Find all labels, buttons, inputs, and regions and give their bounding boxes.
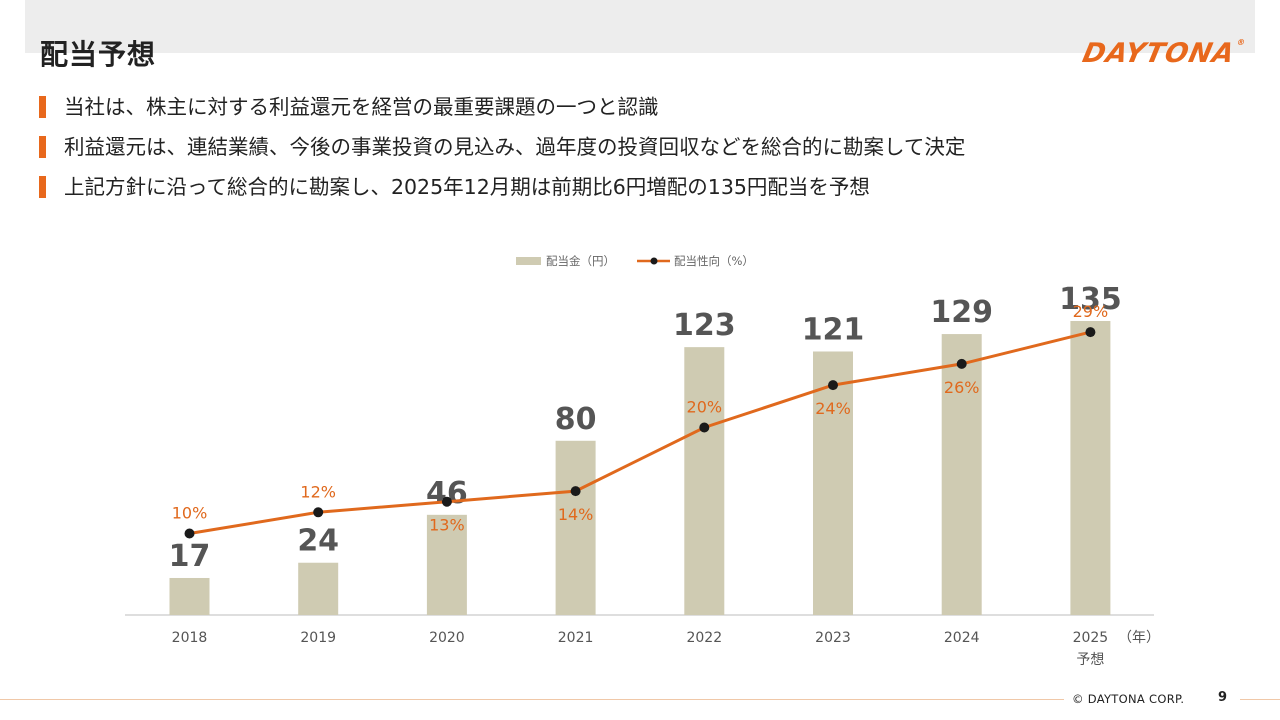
dividend-bar [426,514,467,615]
x-tick-label: 2025 [1073,630,1109,646]
dividend-bar [813,351,853,615]
page-title: 配当予想 [40,38,157,71]
copyright: © DAYTONA CORP. [1072,692,1185,706]
legend-line-marker [650,257,658,265]
x-tick-label: 2019 [300,630,336,646]
footer-divider-right [1240,699,1280,700]
bullet-item: 上記方針に沿って総合的に勘案し、2025年12月期は前期比6円増配の135円配当… [38,172,965,212]
x-tick-label: 2022 [686,630,722,646]
payout-ratio-label: 29% [1073,302,1109,321]
x-tick-label: 2018 [172,630,208,646]
payout-ratio-label: 14% [558,505,594,524]
dividend-value-label: 129 [930,295,993,330]
payout-ratio-label: 26% [944,378,980,397]
dividend-value-label: 24 [297,524,339,559]
payout-ratio-point [828,380,838,391]
payout-ratio-label: 24% [815,399,851,418]
bullet-item: 利益還元は、連結業績、今後の事業投資の見込み、過年度の投資回収などを総合的に勘案… [38,132,965,172]
dividend-value-label: 80 [555,402,597,437]
dividend-value-label: 135 [1059,282,1122,317]
payout-ratio-point [1085,327,1096,338]
bullet-list: 当社は、株主に対する利益還元を経営の最重要課題の一つと認識 利益還元は、連結業績… [38,92,965,212]
x-tick-label: 2023 [815,630,851,646]
payout-ratio-point [184,528,195,539]
payout-ratio-point [699,422,710,433]
dividend-value-label: 17 [169,539,211,574]
dividend-bar [169,577,210,615]
payout-ratio-label: 10% [172,504,208,523]
dividend-bar [1070,321,1111,615]
header-band [25,0,1255,53]
payout-ratio-point [956,358,967,369]
dividend-bar [555,440,596,615]
payout-ratio-label: 12% [300,482,336,501]
dividend-value-label: 121 [802,312,865,347]
dividend-bar [941,334,982,615]
x-tick-label: 2020 [429,630,465,646]
legend-bar-swatch [516,257,541,265]
x-tick-sublabel: 予想 [1076,652,1104,668]
legend-bar-label: 配当金（円） [546,254,615,268]
payout-ratio-line [189,330,1091,535]
x-unit-label: （年） [1118,630,1160,646]
payout-ratio-point [313,507,324,518]
page-number: 9 [1218,690,1228,705]
legend-line-label: 配当性向（%） [674,254,754,268]
payout-ratio-label: 13% [429,516,465,535]
bullet-item: 当社は、株主に対する利益還元を経営の最重要課題の一つと認識 [38,92,965,132]
footer-divider [0,699,1064,700]
dividend-bar [298,562,339,615]
payout-ratio-point [570,486,581,497]
dividend-bar [684,347,725,615]
payout-ratio-label: 20% [687,398,723,417]
x-tick-label: 2024 [944,630,980,646]
dividend-value-label: 123 [673,308,736,343]
payout-ratio-point [441,496,452,507]
x-tick-label: 2021 [558,630,594,646]
